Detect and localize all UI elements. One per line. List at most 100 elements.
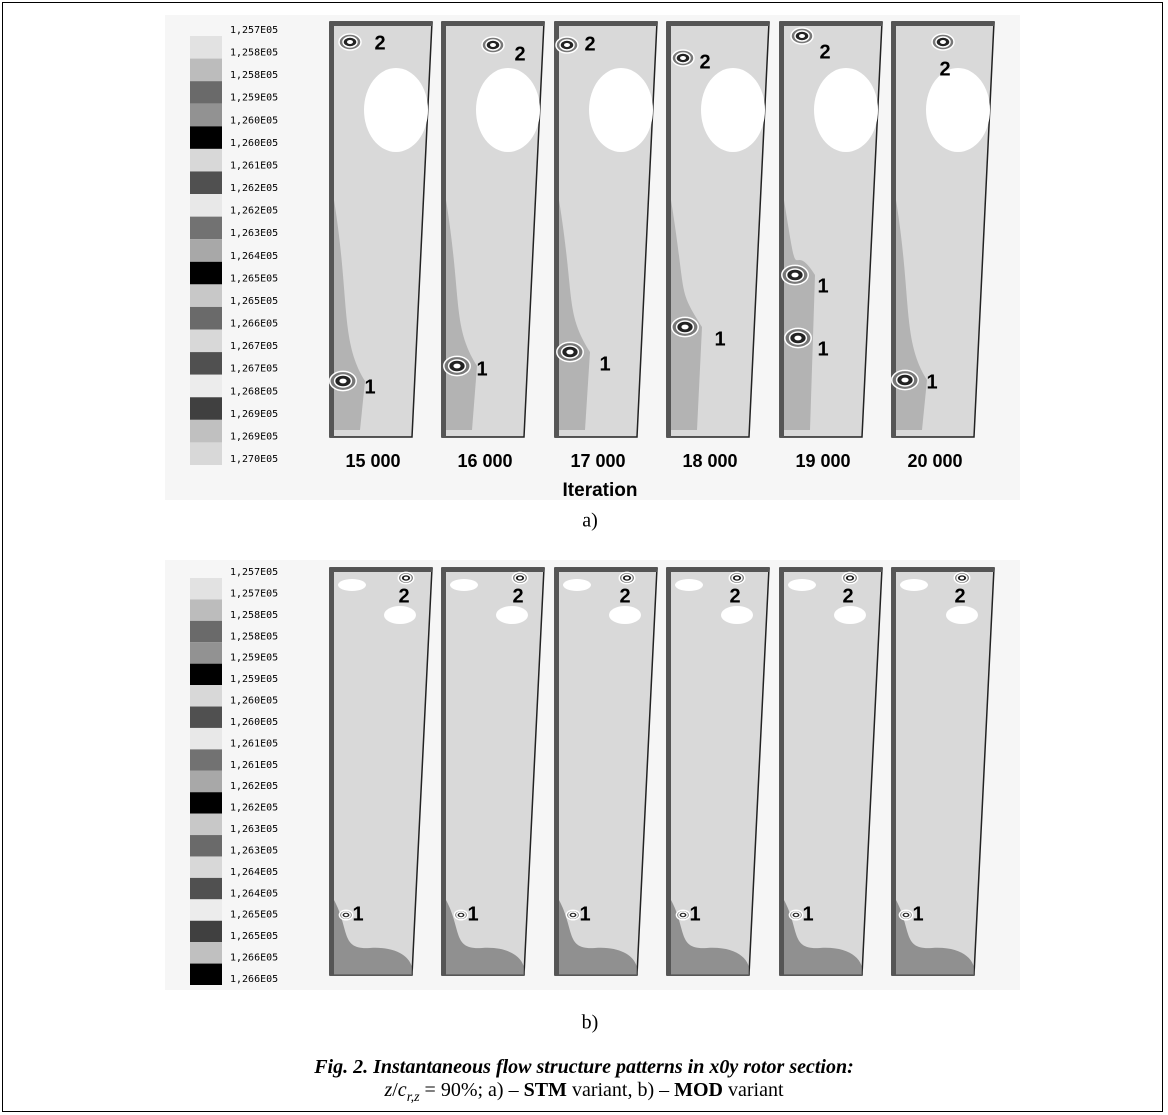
legend-swatch (190, 578, 222, 599)
vortex-marker: 2 (939, 58, 950, 80)
vortex (625, 577, 629, 580)
low-pressure-zone (701, 68, 765, 152)
figure: Iteration a) b) 1,257E051,258E051,258E05… (0, 0, 1168, 1115)
legend-label: 1,257E05 (230, 25, 278, 36)
vortex (794, 914, 798, 916)
low-pressure-zone (609, 606, 641, 624)
legend-label: 1,258E05 (230, 48, 278, 59)
legend-swatch (190, 36, 222, 59)
wall-layer (555, 22, 657, 26)
vortex (344, 914, 348, 916)
vortex (347, 40, 353, 44)
vortex (571, 914, 575, 916)
legend-label: 1,265E05 (230, 931, 278, 942)
legend-swatch (190, 284, 222, 307)
legend-label: 1,265E05 (230, 296, 278, 307)
legend-swatch (190, 126, 222, 149)
legend-swatch (190, 262, 222, 285)
vortex-marker: 1 (364, 376, 375, 398)
iteration-label: 18 000 (682, 451, 737, 471)
vortex (680, 56, 686, 60)
vortex-marker: 2 (954, 585, 965, 607)
legend-label: 1,263E05 (230, 228, 278, 239)
panel-label: b) (582, 1012, 599, 1034)
wall-layer (555, 568, 559, 975)
caption-part: c (398, 1079, 407, 1101)
low-pressure-zone (496, 606, 528, 624)
wall-layer (330, 22, 432, 26)
legend-swatch (190, 171, 222, 194)
vortex (566, 350, 573, 355)
legend-swatch (190, 104, 222, 127)
legend-label: 1,265E05 (230, 273, 278, 284)
wall-layer (667, 22, 671, 437)
vortex (518, 577, 522, 580)
vortex (490, 43, 496, 47)
legend-label: 1,262E05 (230, 781, 278, 792)
iteration-label: 17 000 (570, 451, 625, 471)
vortex-marker: 1 (352, 903, 363, 925)
wall-layer (330, 568, 432, 572)
legend-label: 1,264E05 (230, 867, 278, 878)
legend-swatch (190, 664, 222, 685)
low-pressure-zone (814, 68, 878, 152)
legend-label: 1,260E05 (230, 115, 278, 126)
caption-part: STM (524, 1079, 567, 1101)
vortex-marker: 1 (817, 275, 828, 297)
wall-layer (555, 22, 559, 437)
legend-swatch (190, 239, 222, 262)
wall-layer (667, 22, 769, 26)
panel-label: a) (582, 510, 598, 532)
vortex (681, 325, 688, 330)
caption-part: r,z (407, 1090, 420, 1105)
low-pressure-zone (338, 579, 366, 591)
low-pressure-zone (589, 68, 653, 152)
legend-label: 1,266E05 (230, 953, 278, 964)
legend-swatch (190, 728, 222, 749)
legend-swatch (190, 149, 222, 172)
legend-label: 1,262E05 (230, 183, 278, 194)
vortex-marker: 2 (842, 585, 853, 607)
legend-swatch (190, 81, 222, 104)
low-pressure-zone (946, 606, 978, 624)
caption-part: = 90%; a) – (420, 1079, 524, 1101)
vortex-marker: 1 (912, 903, 923, 925)
legend-label: 1,258E05 (230, 610, 278, 621)
legend-swatch (190, 194, 222, 217)
vortex (404, 577, 408, 580)
legend-swatch (190, 835, 222, 856)
low-pressure-zone (476, 68, 540, 152)
figure-graphics: Iteration a) b) 1,257E051,258E051,258E05… (0, 0, 1168, 1115)
legend-swatch (190, 352, 222, 375)
vortex-marker: 2 (819, 41, 830, 63)
low-pressure-zone (788, 579, 816, 591)
vortex (681, 914, 685, 916)
legend-label: 1,263E05 (230, 824, 278, 835)
wall-layer (442, 22, 544, 26)
legend-label: 1,263E05 (230, 845, 278, 856)
low-pressure-zone (926, 68, 990, 152)
legend-swatch (190, 707, 222, 728)
vortex (453, 364, 460, 369)
legend-swatch (190, 771, 222, 792)
legend-label: 1,269E05 (230, 409, 278, 420)
vortex-marker: 2 (729, 585, 740, 607)
legend-label: 1,258E05 (230, 631, 278, 642)
vortex (901, 378, 908, 383)
legend-label: 1,267E05 (230, 364, 278, 375)
legend-label: 1,265E05 (230, 910, 278, 921)
legend-label: 1,270E05 (230, 454, 278, 465)
vortex (794, 336, 801, 341)
legend-swatch (190, 921, 222, 942)
legend-label: 1,262E05 (230, 206, 278, 217)
wall-layer (892, 568, 896, 975)
vortex-marker: 2 (398, 585, 409, 607)
vortex-marker: 2 (699, 51, 710, 73)
legend-swatch (190, 217, 222, 240)
vortex-marker: 1 (579, 903, 590, 925)
iteration-label: 16 000 (457, 451, 512, 471)
legend-swatch (190, 942, 222, 963)
legend-swatch (190, 307, 222, 330)
wall-layer (667, 568, 671, 975)
legend-label: 1,259E05 (230, 653, 278, 664)
